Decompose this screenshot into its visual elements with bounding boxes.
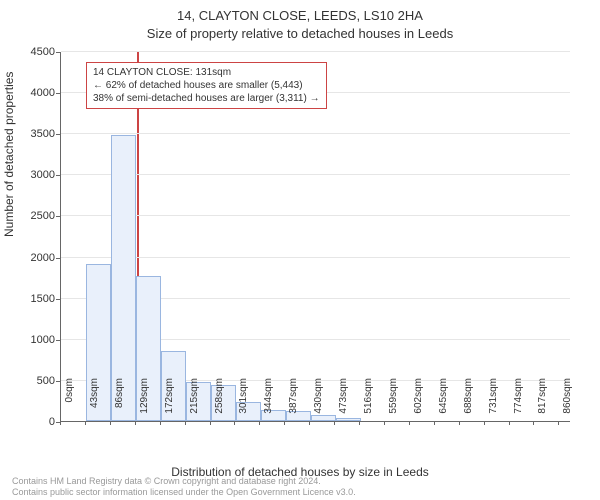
x-tick-label: 688sqm bbox=[463, 378, 474, 424]
y-tick-label: 2000 bbox=[5, 252, 55, 264]
y-tick bbox=[56, 52, 60, 53]
callout-box: 14 CLAYTON CLOSE: 131sqm ← 62% of detach… bbox=[86, 62, 327, 109]
y-tick-label: 4000 bbox=[5, 87, 55, 99]
y-tick bbox=[56, 93, 60, 94]
x-tick bbox=[509, 421, 510, 425]
x-tick bbox=[234, 421, 235, 425]
y-tick-label: 1000 bbox=[5, 334, 55, 346]
x-tick bbox=[60, 421, 61, 425]
x-tick-label: 817sqm bbox=[537, 378, 548, 424]
x-tick-label: 860sqm bbox=[562, 378, 573, 424]
footer-text: Contains HM Land Registry data © Crown c… bbox=[12, 476, 356, 498]
x-tick-label: 387sqm bbox=[288, 378, 299, 424]
y-tick-label: 0 bbox=[5, 416, 55, 428]
gridline-h bbox=[61, 257, 570, 258]
x-tick bbox=[210, 421, 211, 425]
x-tick bbox=[384, 421, 385, 425]
x-tick-label: 645sqm bbox=[438, 378, 449, 424]
x-tick bbox=[135, 421, 136, 425]
y-tick-label: 500 bbox=[5, 375, 55, 387]
footer-line2: Contains public sector information licen… bbox=[12, 487, 356, 498]
x-tick bbox=[558, 421, 559, 425]
x-tick-label: 473sqm bbox=[338, 378, 349, 424]
callout-line1: 14 CLAYTON CLOSE: 131sqm bbox=[93, 66, 320, 79]
y-tick bbox=[56, 134, 60, 135]
x-tick-label: 86sqm bbox=[114, 378, 125, 424]
x-tick-label: 731sqm bbox=[488, 378, 499, 424]
y-tick bbox=[56, 216, 60, 217]
x-tick bbox=[284, 421, 285, 425]
x-tick bbox=[309, 421, 310, 425]
x-tick bbox=[334, 421, 335, 425]
callout-line2: ← 62% of detached houses are smaller (5,… bbox=[93, 79, 320, 92]
y-tick-label: 3500 bbox=[5, 128, 55, 140]
x-tick-label: 172sqm bbox=[164, 378, 175, 424]
x-tick bbox=[533, 421, 534, 425]
x-tick-label: 129sqm bbox=[139, 378, 150, 424]
y-tick bbox=[56, 175, 60, 176]
x-tick bbox=[359, 421, 360, 425]
x-tick bbox=[110, 421, 111, 425]
x-tick bbox=[484, 421, 485, 425]
chart-title-line1: 14, CLAYTON CLOSE, LEEDS, LS10 2HA bbox=[0, 8, 600, 23]
footer-line1: Contains HM Land Registry data © Crown c… bbox=[12, 476, 356, 487]
x-tick bbox=[459, 421, 460, 425]
x-tick-label: 430sqm bbox=[313, 378, 324, 424]
x-tick-label: 215sqm bbox=[189, 378, 200, 424]
x-tick bbox=[409, 421, 410, 425]
x-tick-label: 344sqm bbox=[263, 378, 274, 424]
y-tick bbox=[56, 258, 60, 259]
x-tick bbox=[85, 421, 86, 425]
x-tick-label: 301sqm bbox=[238, 378, 249, 424]
x-tick bbox=[434, 421, 435, 425]
y-tick bbox=[56, 340, 60, 341]
y-tick bbox=[56, 299, 60, 300]
x-tick-label: 602sqm bbox=[413, 378, 424, 424]
x-tick bbox=[185, 421, 186, 425]
gridline-h bbox=[61, 174, 570, 175]
x-tick-label: 43sqm bbox=[89, 378, 100, 424]
x-tick-label: 774sqm bbox=[513, 378, 524, 424]
x-tick-label: 559sqm bbox=[388, 378, 399, 424]
y-tick-label: 1500 bbox=[5, 293, 55, 305]
callout-line3: 38% of semi-detached houses are larger (… bbox=[93, 92, 320, 105]
x-tick-label: 258sqm bbox=[214, 378, 225, 424]
chart-title-line2: Size of property relative to detached ho… bbox=[0, 26, 600, 41]
y-tick-label: 4500 bbox=[5, 46, 55, 58]
x-tick bbox=[259, 421, 260, 425]
x-tick-label: 516sqm bbox=[363, 378, 374, 424]
y-tick-label: 2500 bbox=[5, 210, 55, 222]
chart-container: 14, CLAYTON CLOSE, LEEDS, LS10 2HA Size … bbox=[0, 0, 600, 500]
gridline-h bbox=[61, 51, 570, 52]
y-tick-label: 3000 bbox=[5, 169, 55, 181]
x-tick-label: 0sqm bbox=[64, 378, 75, 424]
gridline-h bbox=[61, 215, 570, 216]
x-tick bbox=[160, 421, 161, 425]
gridline-h bbox=[61, 133, 570, 134]
y-tick bbox=[56, 381, 60, 382]
